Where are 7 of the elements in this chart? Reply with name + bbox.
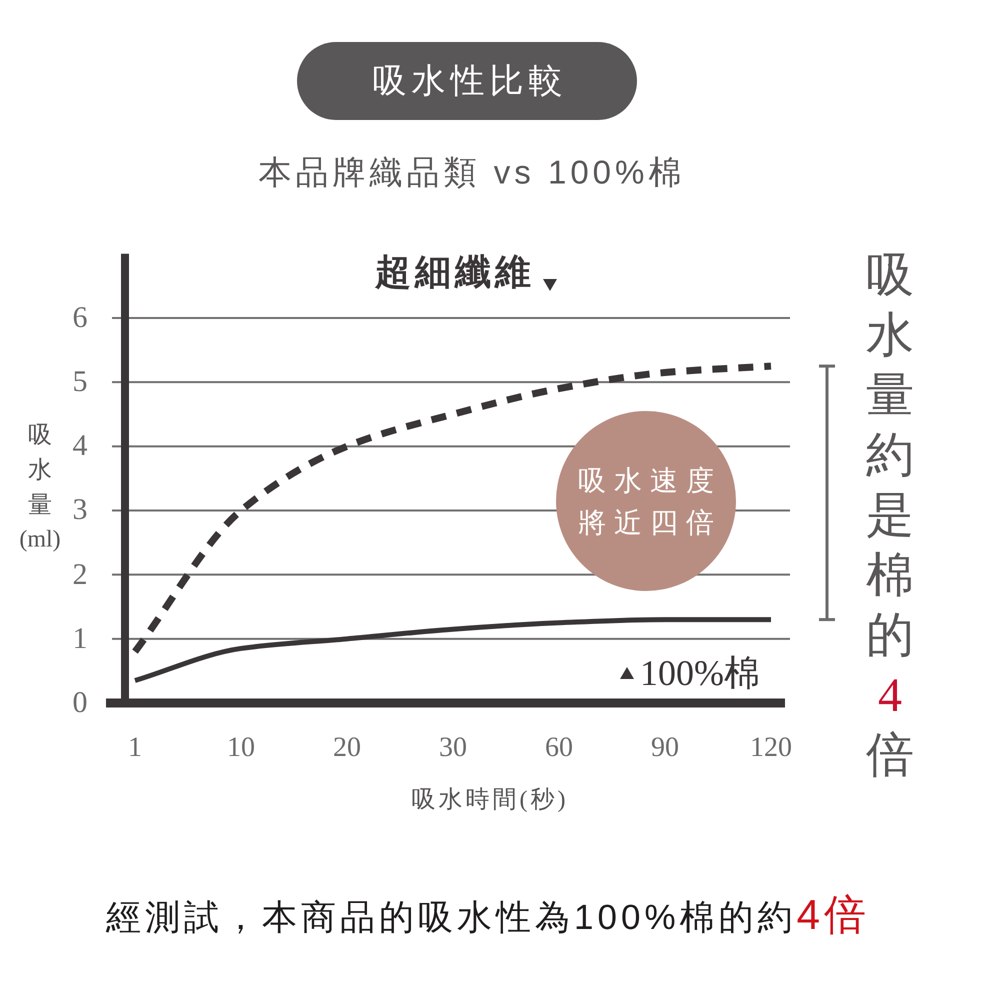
subtitle: 本品牌織品類 vs 100%棉 [258,156,686,188]
annotation-bottom: 經測試，本商品的吸水性為100%棉的約 4倍 [106,894,870,936]
ylabel: 吸水量(ml) [19,421,61,555]
annotation-vertical: 吸水量約是棉的 4 倍 [865,248,915,784]
title: 吸水性比較 [372,64,568,98]
annotation: 吸水速度將近四倍 [577,465,723,541]
xlabel: 吸水時間(秒) [412,788,568,812]
